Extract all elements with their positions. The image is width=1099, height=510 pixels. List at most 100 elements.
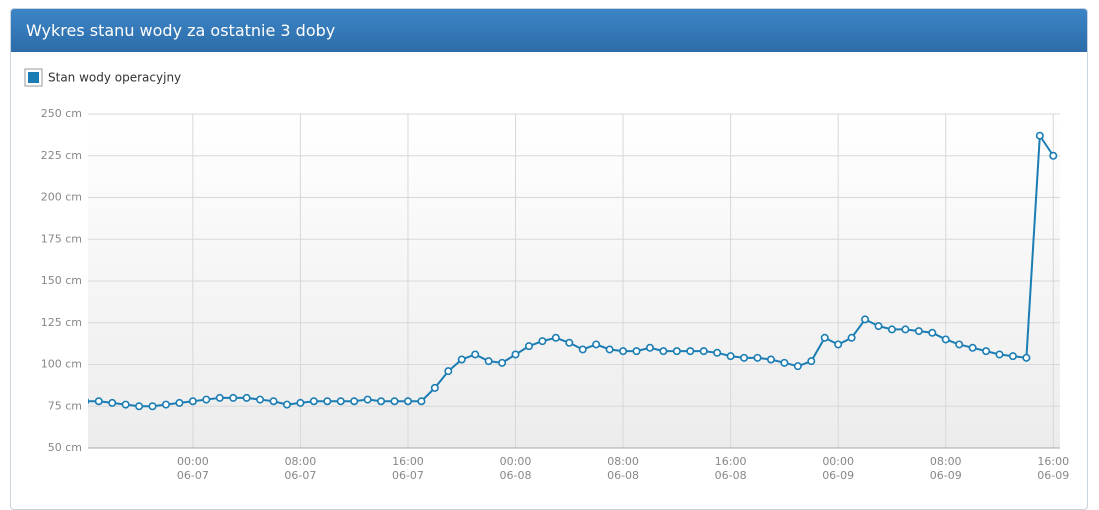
data-point bbox=[941, 335, 950, 344]
data-point bbox=[484, 357, 493, 366]
x-tick-label: 00:00 bbox=[500, 455, 532, 468]
data-point bbox=[390, 397, 399, 406]
x-tick-label: 00:00 bbox=[822, 455, 854, 468]
data-point bbox=[834, 340, 843, 349]
data-point bbox=[161, 400, 170, 409]
data-point bbox=[713, 348, 722, 357]
x-tick-label: 06-07 bbox=[177, 469, 209, 482]
data-point bbox=[471, 350, 480, 359]
data-point bbox=[148, 402, 157, 411]
data-point bbox=[928, 328, 937, 337]
x-tick-label: 08:00 bbox=[285, 455, 317, 468]
data-point bbox=[726, 352, 735, 361]
panel: Wykres stanu wody za ostatnie 3 doby bbox=[10, 8, 1088, 510]
data-point bbox=[686, 347, 695, 356]
page: Wykres stanu wody za ostatnie 3 doby Sta… bbox=[10, 8, 1088, 510]
y-tick-label: 100 cm bbox=[41, 358, 82, 371]
data-point bbox=[88, 398, 90, 405]
data-point bbox=[444, 367, 453, 376]
data-point bbox=[524, 342, 533, 351]
data-point bbox=[578, 345, 587, 354]
x-tick-label: 08:00 bbox=[930, 455, 962, 468]
x-tick-label: 06-09 bbox=[1037, 469, 1069, 482]
data-point bbox=[430, 383, 439, 392]
y-tick-label: 150 cm bbox=[41, 274, 82, 287]
x-tick-label: 16:00 bbox=[715, 455, 747, 468]
data-point bbox=[188, 397, 197, 406]
data-point bbox=[699, 347, 708, 356]
data-point bbox=[94, 397, 103, 406]
data-point bbox=[995, 350, 1004, 359]
data-point bbox=[968, 343, 977, 352]
data-point bbox=[498, 358, 507, 367]
data-point bbox=[242, 393, 251, 402]
y-tick-label: 125 cm bbox=[41, 316, 82, 329]
data-point bbox=[377, 397, 386, 406]
y-tick-label: 75 cm bbox=[48, 399, 82, 412]
data-point bbox=[202, 395, 211, 404]
x-tick-label: 06-07 bbox=[392, 469, 424, 482]
data-point bbox=[955, 340, 964, 349]
data-point bbox=[740, 353, 749, 362]
data-point bbox=[336, 397, 345, 406]
data-point bbox=[215, 393, 224, 402]
data-point bbox=[914, 327, 923, 336]
data-point bbox=[457, 355, 466, 364]
x-tick-label: 06-08 bbox=[500, 469, 532, 482]
data-point bbox=[780, 358, 789, 367]
data-point bbox=[417, 397, 426, 406]
x-tick-label: 06-09 bbox=[822, 469, 854, 482]
data-point bbox=[807, 357, 816, 366]
x-tick-label: 06-08 bbox=[715, 469, 747, 482]
data-point bbox=[1022, 353, 1031, 362]
legend-swatch bbox=[28, 72, 39, 83]
x-tick-label: 06-09 bbox=[930, 469, 962, 482]
data-point bbox=[511, 350, 520, 359]
data-point bbox=[592, 340, 601, 349]
data-point bbox=[793, 362, 802, 371]
data-point bbox=[901, 325, 910, 334]
data-point bbox=[108, 398, 117, 407]
data-point bbox=[820, 333, 829, 342]
data-point bbox=[861, 315, 870, 324]
y-tick-label: 50 cm bbox=[48, 441, 82, 454]
data-point bbox=[659, 347, 668, 356]
data-point bbox=[645, 343, 654, 352]
x-tick-label: 00:00 bbox=[177, 455, 209, 468]
chart: Stan wody operacyjny 50 cm 75 cm 100 cm 125… bbox=[24, 68, 1069, 482]
x-tick-label: 16:00 bbox=[1037, 455, 1069, 468]
x-tick-label: 08:00 bbox=[607, 455, 639, 468]
data-point bbox=[403, 397, 412, 406]
data-point bbox=[1008, 352, 1017, 361]
data-point bbox=[269, 397, 278, 406]
legend-label: Stan wody operacyjny bbox=[48, 71, 181, 85]
y-tick-label: 225 cm bbox=[41, 149, 82, 162]
data-point bbox=[887, 325, 896, 334]
data-point bbox=[766, 355, 775, 364]
data-point bbox=[753, 353, 762, 362]
data-point bbox=[1049, 151, 1058, 160]
data-point bbox=[175, 398, 184, 407]
data-point bbox=[538, 337, 547, 346]
data-point bbox=[121, 400, 130, 409]
data-point bbox=[323, 397, 332, 406]
data-point bbox=[135, 402, 144, 411]
data-point bbox=[309, 397, 318, 406]
data-point bbox=[874, 322, 883, 331]
y-tick-label: 175 cm bbox=[41, 232, 82, 245]
data-point bbox=[282, 400, 291, 409]
data-point bbox=[551, 333, 560, 342]
data-point bbox=[982, 347, 991, 356]
panel-title: Wykres stanu wody za ostatnie 3 doby bbox=[11, 9, 1087, 52]
x-tick-label: 06-08 bbox=[607, 469, 639, 482]
data-point bbox=[672, 347, 681, 356]
data-point bbox=[256, 395, 265, 404]
data-point bbox=[363, 395, 372, 404]
data-point bbox=[350, 397, 359, 406]
data-point bbox=[847, 333, 856, 342]
x-tick-label: 16:00 bbox=[392, 455, 424, 468]
series bbox=[88, 131, 1058, 411]
data-point bbox=[619, 347, 628, 356]
data-point bbox=[605, 345, 614, 354]
data-point bbox=[565, 338, 574, 347]
